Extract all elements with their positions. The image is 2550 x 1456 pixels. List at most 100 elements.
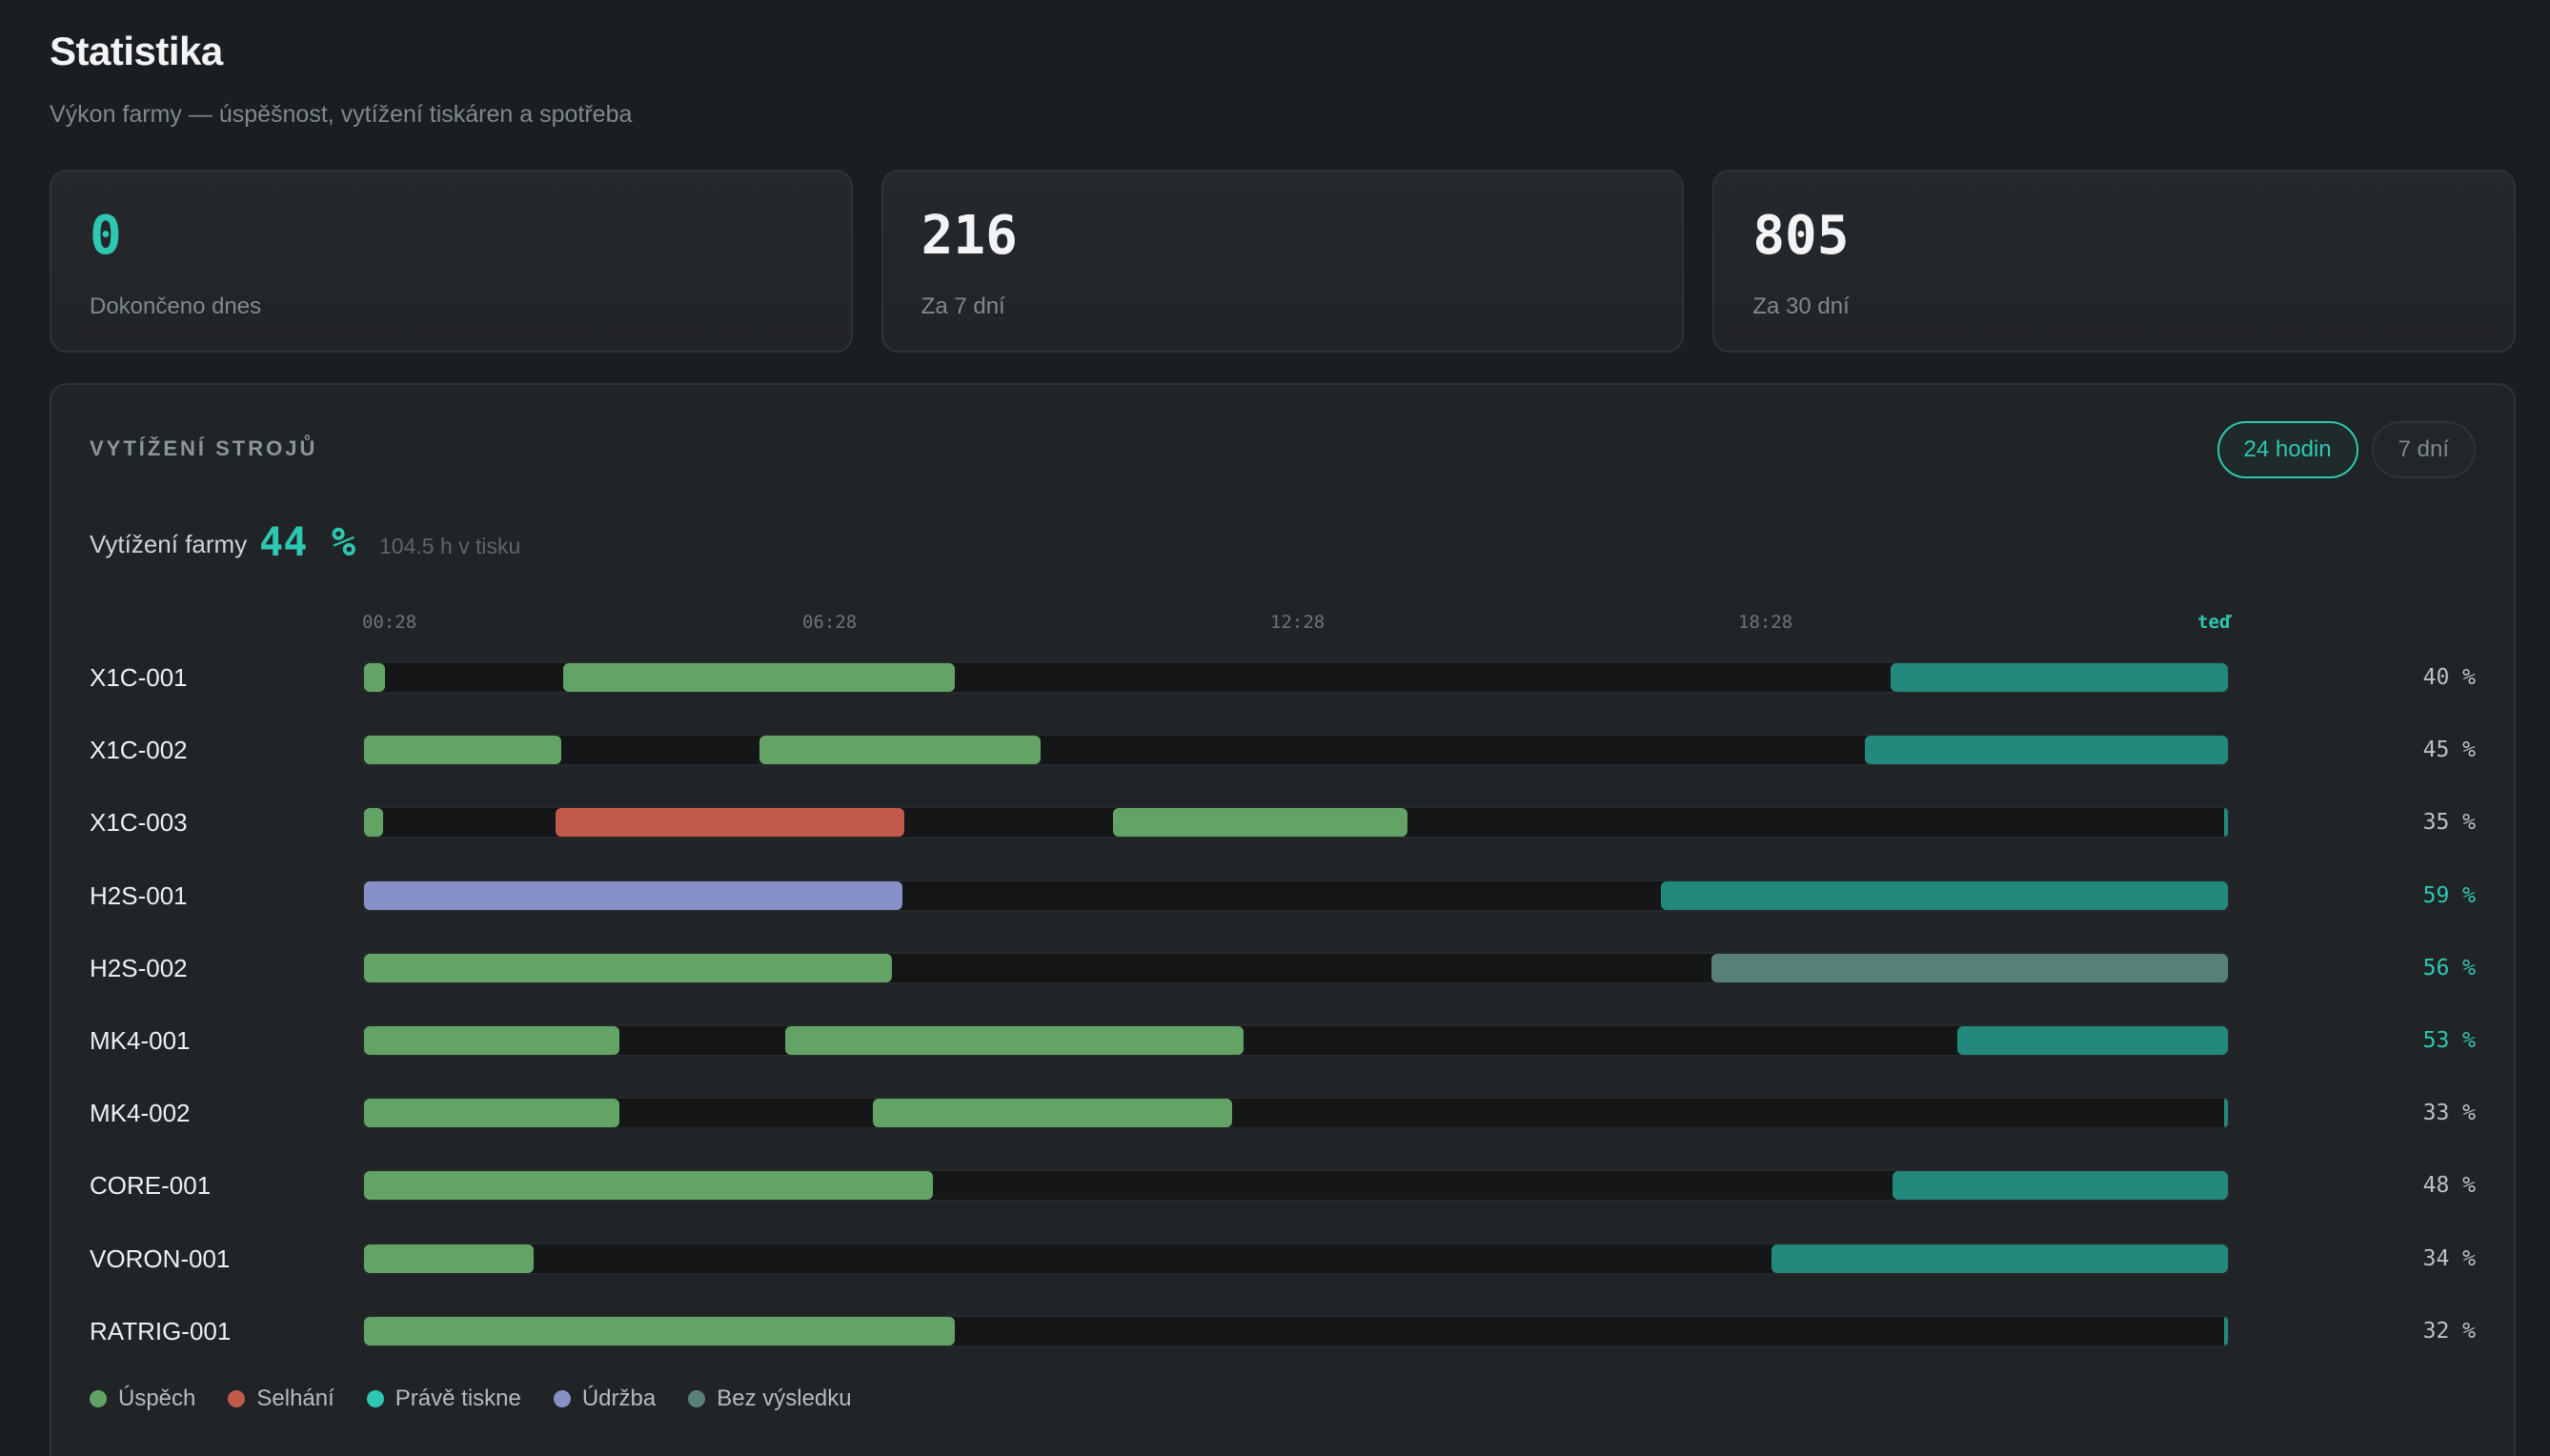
printer-utilization-pct: 59 % — [2422, 882, 2476, 908]
legend-item-none: Bez výsledku — [688, 1385, 852, 1412]
legend-dot-icon — [688, 1390, 706, 1407]
legend-label: Úspěch — [118, 1385, 196, 1411]
printer-name: X1C-002 — [90, 736, 188, 765]
timeline-segment-printing[interactable] — [1661, 880, 2228, 910]
printer-utilization-pct: 56 % — [2422, 955, 2476, 981]
legend-item-success: Úspěch — [90, 1385, 195, 1412]
range-7d-button[interactable]: 7 dní — [2371, 421, 2476, 478]
timeline-tick: 18:28 — [1738, 612, 1793, 633]
timeline-segment-printing[interactable] — [2224, 808, 2228, 838]
stat-label: Dokončeno dnes — [90, 293, 262, 319]
range-24h-button[interactable]: 24 hodin — [2216, 421, 2358, 478]
timeline-segment-success[interactable] — [364, 736, 562, 765]
printer-row: X1C-002 45 % — [51, 715, 2514, 787]
stat-card-today: 0 Dokončeno dnes — [50, 170, 853, 353]
printer-row: MK4-001 53 % — [51, 1005, 2514, 1078]
range-toggle: 24 hodin 7 dní — [2216, 421, 2476, 478]
timeline-segment-printing[interactable] — [2224, 1099, 2228, 1128]
printer-name: X1C-001 — [90, 663, 188, 692]
timeline-segment-printing[interactable] — [1957, 1026, 2228, 1055]
printer-utilization-pct: 53 % — [2422, 1028, 2476, 1053]
stat-label: Za 7 dní — [921, 293, 1005, 319]
timeline-segment-success[interactable] — [364, 808, 383, 838]
stat-card-30-days: 805 Za 30 dní — [1712, 170, 2517, 353]
timeline-segment-success[interactable] — [872, 1099, 1233, 1128]
printer-row: RATRIG-001 32 % — [51, 1296, 2514, 1368]
timeline-segment-success[interactable] — [364, 1244, 534, 1273]
printer-utilization-pct: 45 % — [2422, 738, 2476, 763]
page-title: Statistika — [50, 29, 223, 73]
timeline-segment-printing[interactable] — [1864, 736, 2228, 765]
printer-name: MK4-002 — [90, 1099, 191, 1128]
timeline-tick: 06:28 — [802, 612, 858, 633]
farm-utilization-label: Vytížení farmy — [90, 530, 248, 558]
printer-name: RATRIG-001 — [90, 1316, 232, 1345]
timeline-segment-failed[interactable] — [556, 808, 905, 838]
printer-utilization-pct: 33 % — [2422, 1101, 2476, 1126]
panel-title: VYTÍŽENÍ STROJŮ — [90, 436, 318, 460]
printer-name: VORON-001 — [90, 1244, 231, 1273]
printer-timeline-track — [362, 1314, 2230, 1347]
legend-dot-icon — [90, 1390, 107, 1407]
timeline-tick: 12:28 — [1270, 612, 1326, 633]
legend-label: Bez výsledku — [717, 1385, 852, 1411]
printer-timeline-track — [362, 1169, 2230, 1203]
printer-row: VORON-001 34 % — [51, 1223, 2514, 1296]
printer-timeline-track — [362, 734, 2230, 767]
printer-name: CORE-001 — [90, 1171, 212, 1201]
timeline-segment-success[interactable] — [1113, 808, 1408, 838]
legend-label: Údržba — [581, 1385, 657, 1411]
legend-dot-icon — [553, 1390, 571, 1407]
page-subtitle: Výkon farmy — úspěšnost, vytížení tiskár… — [50, 101, 633, 128]
printer-row: CORE-001 48 % — [51, 1150, 2514, 1223]
printer-utilization-pct: 32 % — [2422, 1318, 2476, 1344]
legend-item-maintenance: Údržba — [553, 1385, 657, 1412]
timeline-segment-success[interactable] — [364, 1316, 956, 1345]
printer-row: H2S-002 56 % — [51, 933, 2514, 1005]
utilization-panel: VYTÍŽENÍ STROJŮ 24 hodin 7 dní Vytížení … — [50, 383, 2516, 1456]
printer-name: H2S-001 — [90, 880, 188, 910]
printer-timeline-track — [362, 806, 2230, 839]
printer-timeline-track — [362, 1024, 2230, 1057]
printer-timeline-track — [362, 1242, 2230, 1275]
printer-name: X1C-003 — [90, 808, 188, 838]
farm-utilization-value: 44 % — [259, 518, 356, 565]
stats-row: 0 Dokončeno dnes 216 Za 7 dní 805 Za 30 … — [50, 170, 2517, 353]
timeline-segment-printing[interactable] — [1890, 663, 2228, 692]
printer-row: X1C-003 35 % — [51, 787, 2514, 859]
printer-name: H2S-002 — [90, 953, 188, 982]
legend: Úspěch Selhání Právě tiskne Údržba Bez výsle… — [90, 1385, 852, 1412]
printer-timeline-track — [362, 951, 2230, 984]
timeline-segment-success[interactable] — [759, 736, 1042, 765]
printer-row: X1C-001 40 % — [51, 642, 2514, 715]
legend-label: Právě tiskne — [395, 1385, 521, 1411]
printer-timeline-track — [362, 879, 2230, 912]
stat-value: 805 — [1752, 205, 1850, 267]
timeline-segment-success[interactable] — [563, 663, 956, 692]
timeline-segment-printing[interactable] — [1771, 1244, 2228, 1273]
farm-print-hours: 104.5 h v tisku — [379, 534, 521, 558]
timeline-segment-success[interactable] — [364, 1099, 619, 1128]
timeline-segment-maintenance[interactable] — [364, 880, 903, 910]
timeline-tick-now: teď — [2197, 612, 2231, 633]
printer-utilization-pct: 48 % — [2422, 1173, 2476, 1199]
timeline-segment-success[interactable] — [364, 663, 385, 692]
timeline-segment-success[interactable] — [364, 1171, 933, 1201]
timeline-segment-success[interactable] — [785, 1026, 1245, 1055]
stat-value: 0 — [90, 205, 122, 267]
stat-label: Za 30 dní — [1752, 293, 1850, 319]
printer-utilization-pct: 34 % — [2422, 1245, 2476, 1271]
printer-row: H2S-001 59 % — [51, 860, 2514, 933]
printer-row: MK4-002 33 % — [51, 1078, 2514, 1150]
timeline-segment-success[interactable] — [364, 953, 892, 982]
timeline-segment-printing[interactable] — [2224, 1316, 2228, 1345]
timeline-segment-none[interactable] — [1711, 953, 2228, 982]
printer-name: MK4-001 — [90, 1026, 191, 1055]
legend-dot-icon — [366, 1390, 384, 1407]
printer-utilization-pct: 40 % — [2422, 665, 2476, 690]
timeline-axis: 00:28 06:28 12:28 18:28 teď — [362, 612, 2230, 635]
timeline-segment-printing[interactable] — [1892, 1171, 2228, 1201]
timeline-segment-success[interactable] — [364, 1026, 619, 1055]
stat-value: 216 — [921, 205, 1018, 267]
printer-timeline-track — [362, 661, 2230, 694]
